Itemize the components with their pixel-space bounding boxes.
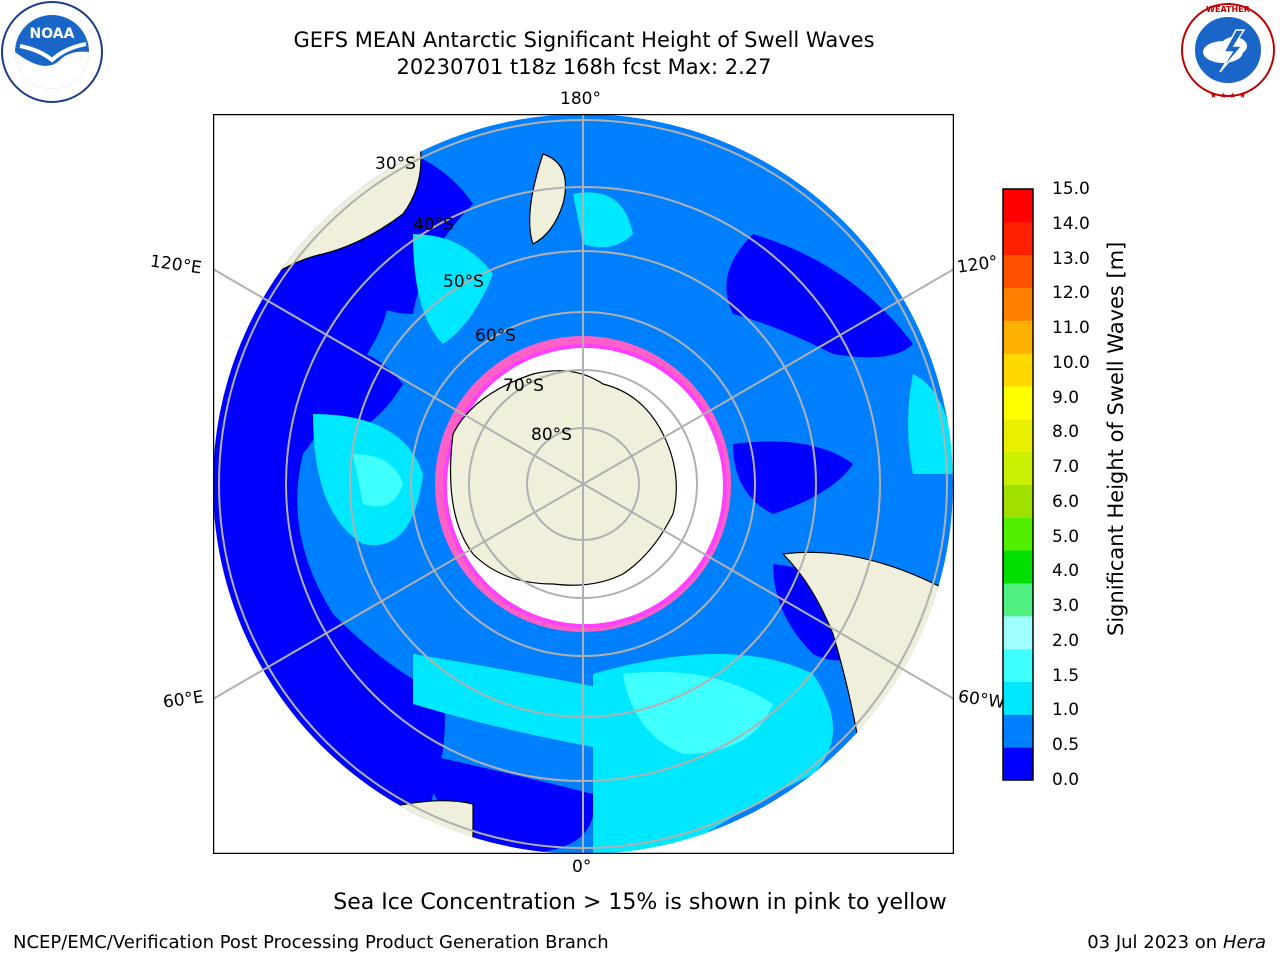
- noaa-logo: NOAA: [1, 1, 103, 103]
- colorbar-segment: [1003, 320, 1033, 354]
- colorbar-segment: [1003, 747, 1033, 781]
- colorbar-segment: [1003, 287, 1033, 321]
- colorbar-tick-label: 15.0: [1052, 179, 1090, 199]
- colorbar-tick-label: 11.0: [1052, 318, 1090, 339]
- colorbar-segment: [1003, 681, 1033, 715]
- colorbar-segment: [1003, 353, 1033, 387]
- colorbar-segment: [1003, 484, 1033, 518]
- colorbar-tick-label: 14.0: [1052, 213, 1090, 234]
- colorbar-segment: [1003, 418, 1033, 453]
- latitude-labels: 30°S 40°S 50°S 60°S 70°S 80°S: [375, 154, 572, 445]
- colorbar-segment: [1003, 221, 1033, 256]
- colorbar-segment: [1003, 615, 1033, 650]
- colorbar-tick-label: 6.0: [1052, 491, 1080, 512]
- colorbar-tick-label: 12.0: [1052, 283, 1090, 304]
- colorbar-tick-label: 1.0: [1052, 700, 1080, 721]
- colorbar-tick-label: 0.0: [1052, 770, 1080, 790]
- lat-label-80: 80°S: [531, 425, 572, 445]
- svg-text:★ ★ ★ ★: ★ ★ ★ ★: [1210, 91, 1246, 100]
- lat-label-60: 60°S: [475, 326, 516, 346]
- lon-label-upper-left: 120°E: [148, 251, 203, 279]
- lat-label-30: 30°S: [375, 154, 416, 174]
- colorbar-tick-label: 9.0: [1052, 387, 1080, 408]
- footer-date: 03 Jul 2023 on Hera: [1087, 932, 1266, 953]
- nws-logo: WEATHER ★ ★ ★ ★: [1181, 3, 1275, 100]
- lon-label-top: 180°: [560, 89, 601, 109]
- lon-label-lower-right: 60°W: [956, 686, 1007, 714]
- colorbar-segment: [1003, 254, 1033, 288]
- footer-host: Hera: [1222, 932, 1266, 953]
- graticule: [213, 114, 954, 854]
- colorbar-tick-label: 0.5: [1052, 735, 1080, 756]
- colorbar-segment: [1003, 550, 1033, 584]
- colorbar-tick-label: 4.0: [1052, 561, 1080, 582]
- lon-label-lower-left: 60°E: [161, 687, 206, 713]
- colorbar-tick-label: 10.0: [1052, 352, 1090, 373]
- colorbar-segment: [1003, 648, 1033, 682]
- colorbar-tick-label: 13.0: [1052, 248, 1090, 269]
- lat-label-40: 40°S: [413, 215, 454, 235]
- colorbar-tick-label: 5.0: [1052, 526, 1080, 547]
- chart-title: GEFS MEAN Antarctic Significant Height o…: [293, 28, 875, 52]
- lon-label-bottom: 0°: [572, 857, 592, 877]
- colorbar-tick-label: 7.0: [1052, 457, 1080, 478]
- sea-ice-note: Sea Ice Concentration > 15% is shown in …: [333, 890, 947, 915]
- colorbar: [1002, 188, 1034, 781]
- noaa-logo-text: NOAA: [30, 26, 75, 42]
- colorbar-segment: [1003, 451, 1033, 485]
- colorbar-label-text: Significant Height of Swell Waves [m]: [1104, 241, 1128, 636]
- footer-producer: NCEP/EMC/Verification Post Processing Pr…: [13, 932, 609, 953]
- colorbar-tick-label: 8.0: [1052, 422, 1080, 443]
- colorbar-segment: [1003, 386, 1033, 420]
- colorbar-segment: [1003, 189, 1033, 223]
- lat-label-50: 50°S: [443, 272, 484, 292]
- polar-map: 30°S 40°S 50°S 60°S 70°S 80°S: [213, 114, 954, 854]
- chart-subtitle: 20230701 t18z 168h fcst Max: 2.27: [396, 55, 772, 79]
- colorbar-segment: [1003, 517, 1033, 551]
- colorbar-segment: [1003, 714, 1033, 748]
- lat-label-70: 70°S: [503, 376, 544, 396]
- svg-text:WEATHER: WEATHER: [1206, 5, 1250, 14]
- colorbar-tick-label: 1.5: [1052, 665, 1080, 686]
- colorbar-tick-label: 2.0: [1052, 630, 1080, 651]
- colorbar-label: Significant Height of Swell Waves [m]: [1103, 241, 1129, 636]
- colorbar-tick-label: 3.0: [1052, 596, 1080, 617]
- lon-label-upper-right: 120°: [955, 252, 1000, 278]
- colorbar-segment: [1003, 583, 1033, 617]
